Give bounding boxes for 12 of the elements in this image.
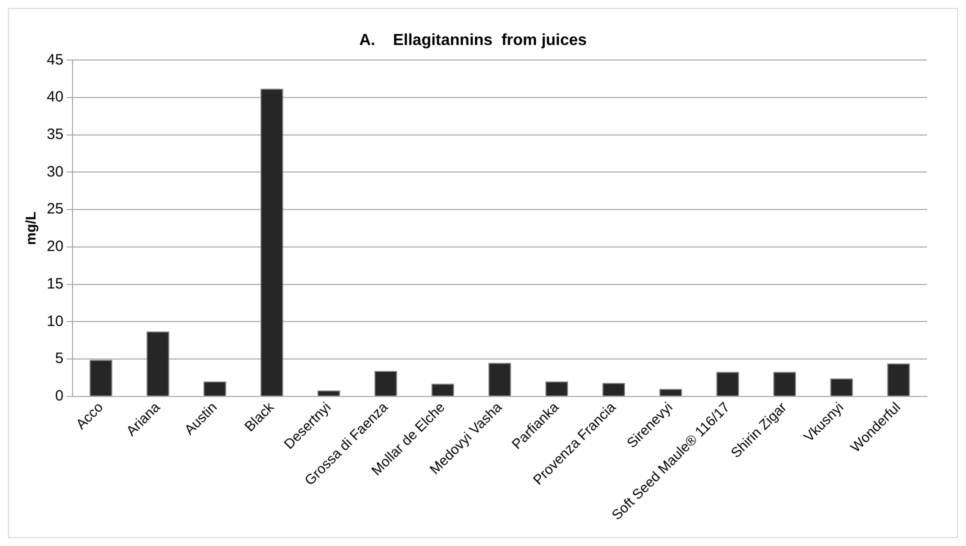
- y-tick-label: 20: [46, 238, 64, 256]
- y-tick-label: 45: [46, 51, 64, 68]
- y-tick-label: 10: [46, 312, 64, 330]
- y-tick-label: 15: [46, 275, 64, 292]
- y-tick-label: 30: [46, 163, 64, 180]
- y-tick-label: 25: [46, 200, 64, 218]
- y-axis-title: mg/L: [22, 211, 38, 245]
- y-tick-label: 35: [46, 126, 64, 144]
- chart-title: A. Ellagitannins from juices: [359, 32, 587, 50]
- y-tick-label: 0: [55, 387, 64, 404]
- y-tick-label: 40: [46, 88, 64, 106]
- y-tick-label: 5: [55, 350, 64, 368]
